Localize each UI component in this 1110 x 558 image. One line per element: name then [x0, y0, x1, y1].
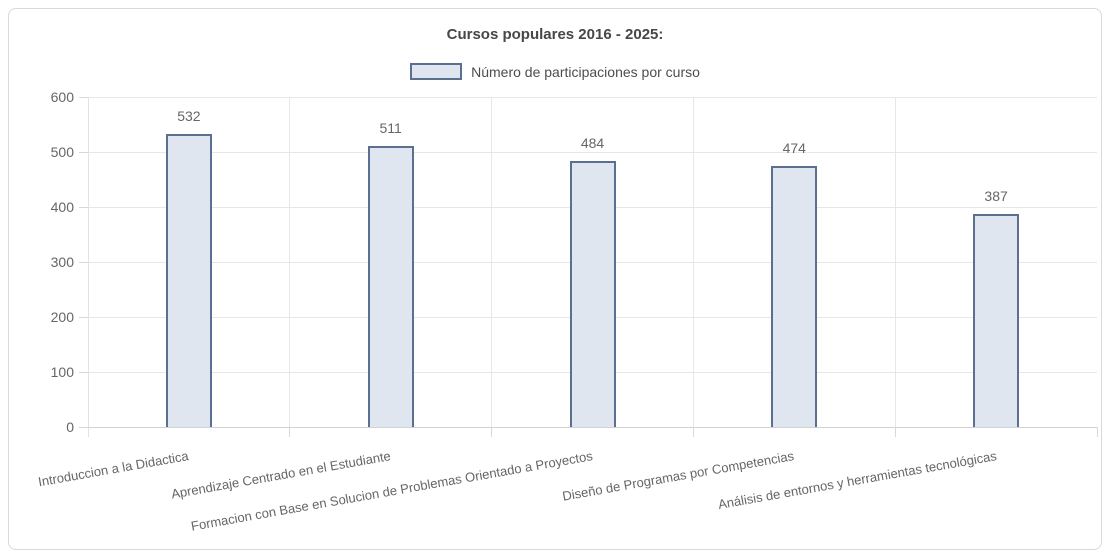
y-axis-tick: [79, 261, 88, 263]
x-axis-tick: [692, 427, 694, 437]
gridline-vertical: [289, 97, 291, 427]
bar[interactable]: [569, 160, 616, 427]
x-category-label: Formacion con Base en Solucion de Proble…: [189, 448, 594, 534]
y-axis-tick: [79, 426, 88, 428]
legend-swatch-icon[interactable]: [410, 63, 463, 80]
bar-value-label: 532: [177, 108, 201, 125]
x-axis-tick: [289, 427, 291, 437]
y-tick-label: 300: [50, 254, 74, 270]
bar-value-label: 511: [379, 119, 402, 136]
bar[interactable]: [771, 166, 818, 427]
bar-value-label: 474: [782, 140, 806, 157]
gridline-vertical: [491, 97, 493, 427]
y-tick-label: 200: [50, 309, 74, 325]
bar-value-label: 387: [984, 188, 1008, 205]
bar[interactable]: [973, 214, 1020, 427]
gridline-vertical: [692, 97, 694, 427]
bar[interactable]: [165, 134, 212, 427]
x-axis-tick: [894, 427, 896, 437]
x-axis-tick: [1096, 427, 1098, 437]
y-axis-tick: [79, 96, 88, 98]
y-axis-tick: [79, 316, 88, 318]
y-tick-label: 100: [50, 364, 74, 380]
legend: Número de participaciones por curso: [0, 63, 1110, 80]
x-axis-tick: [491, 427, 493, 437]
y-axis-line: [87, 97, 89, 437]
chart-title: Cursos populares 2016 - 2025:: [446, 26, 664, 43]
y-axis-tick: [79, 371, 88, 373]
y-tick-label: 600: [50, 89, 74, 105]
gridline-horizontal: [88, 96, 1097, 98]
y-tick-label: 400: [50, 199, 74, 215]
y-axis-tick: [79, 206, 88, 208]
legend-item-label[interactable]: Número de participaciones por curso: [471, 63, 700, 80]
x-category-label: Introduccion a la Didactica: [37, 448, 191, 490]
gridline-vertical: [894, 97, 896, 427]
y-axis-tick: [79, 151, 88, 153]
y-tick-label: 0: [66, 419, 74, 435]
bar-value-label: 484: [580, 134, 605, 151]
bar[interactable]: [367, 145, 414, 427]
y-tick-label: 500: [50, 144, 74, 160]
gridline-horizontal: [88, 151, 1097, 153]
x-axis-line: [88, 426, 1097, 428]
